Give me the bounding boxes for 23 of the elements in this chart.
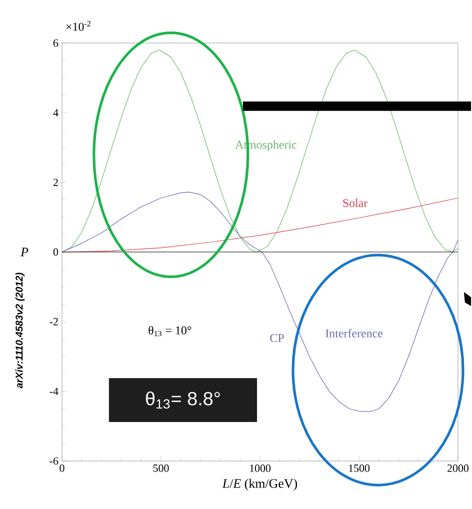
- annotation: CP: [270, 334, 284, 342]
- y-tick-label: -2: [50, 318, 58, 326]
- x-tick-label: 0: [60, 464, 64, 472]
- text: arXiv:1110.4583v2 (2012): [15, 272, 25, 388]
- y-axis-title: P: [20, 248, 28, 256]
- x-axis-title: L/E (km/GeV): [222, 478, 297, 490]
- annotation: θ$_{13}$ = 10°: [148, 326, 192, 336]
- annotation: Interference: [325, 328, 382, 338]
- y-tick-label: 4: [53, 109, 58, 116]
- y-tick-label: -4: [50, 388, 58, 395]
- x-tick-label: 1000: [250, 464, 270, 472]
- y-tick-label: 6: [53, 39, 58, 47]
- line-series: [62, 192, 458, 412]
- annotation: θ$_{13}$= 8.8°: [146, 391, 220, 409]
- x-tick-label: 500: [153, 464, 169, 472]
- x-tick-label: 2000: [447, 464, 468, 472]
- text: ×10$^{-2}$: [66, 21, 90, 31]
- y-tick-label: 2: [53, 178, 58, 186]
- line-series: [62, 50, 458, 252]
- y-tick-label: 0: [53, 248, 58, 256]
- series-label: Solar: [343, 198, 368, 208]
- y-tick-label: -6: [50, 457, 58, 465]
- x-tick-label: 1500: [348, 464, 370, 472]
